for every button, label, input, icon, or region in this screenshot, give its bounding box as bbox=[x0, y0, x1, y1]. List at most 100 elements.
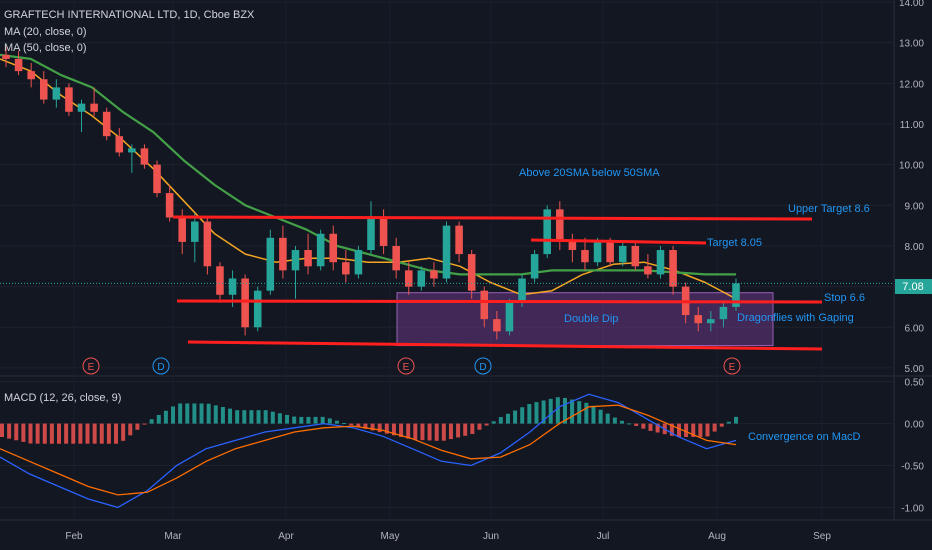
macd-histogram-bar bbox=[470, 423, 475, 434]
macd-histogram-bar bbox=[441, 423, 446, 441]
candle-body bbox=[178, 217, 186, 242]
macd-histogram-bar bbox=[356, 423, 361, 428]
macd-histogram-bar bbox=[463, 423, 468, 436]
candle-body bbox=[27, 71, 35, 80]
macd-tick-label: 0.50 bbox=[905, 378, 925, 389]
time-tick-label: Mar bbox=[164, 531, 182, 542]
macd-histogram-bar bbox=[669, 423, 674, 436]
price-tick-label: 8.00 bbox=[905, 242, 925, 253]
macd-histogram-bar bbox=[21, 423, 26, 442]
macd-histogram-bar bbox=[206, 403, 211, 424]
macd-histogram-bar bbox=[634, 423, 639, 427]
candle-body bbox=[65, 87, 73, 112]
event-marker-label: E bbox=[729, 362, 736, 373]
macd-histogram-bar bbox=[71, 423, 76, 444]
candle-body bbox=[52, 87, 61, 100]
candle-body bbox=[455, 225, 463, 255]
macd-histogram-bar bbox=[242, 410, 247, 424]
candle-body bbox=[77, 103, 86, 112]
macd-histogram-bar bbox=[698, 423, 703, 438]
macd-histogram-bar bbox=[491, 421, 496, 424]
macd-histogram-bar bbox=[619, 420, 624, 424]
macd-histogram-bar bbox=[64, 423, 69, 444]
candle-body bbox=[304, 250, 312, 267]
macd-histogram-bar bbox=[399, 423, 404, 437]
price-tick-label: 12.00 bbox=[899, 79, 924, 90]
last-price-tag: 7.08 bbox=[895, 279, 932, 294]
price-tick-label: 5.00 bbox=[905, 364, 925, 375]
macd-histogram-bar bbox=[99, 423, 104, 444]
macd-histogram-bar bbox=[199, 403, 204, 424]
macd-line bbox=[0, 393, 737, 509]
event-marker-label: E bbox=[403, 362, 410, 373]
candle-body bbox=[128, 148, 136, 153]
macd-histogram-bar bbox=[42, 423, 47, 444]
macd-histogram-bar bbox=[92, 423, 97, 444]
candle-body bbox=[115, 136, 124, 153]
target-annotation: Target 8.05 bbox=[707, 237, 762, 249]
candle-body bbox=[316, 233, 325, 267]
macd-histogram-bar bbox=[320, 416, 325, 424]
candle-body bbox=[2, 54, 10, 59]
time-tick-label: Aug bbox=[708, 531, 726, 542]
macd-legend: MACD (12, 26, close, 9) bbox=[4, 392, 121, 404]
macd-histogram-bar bbox=[171, 406, 176, 424]
candle-body bbox=[518, 278, 526, 303]
macd-histogram-bar bbox=[220, 406, 225, 424]
candle-body bbox=[417, 270, 426, 287]
candle-body bbox=[467, 254, 476, 291]
macd-histogram-bar bbox=[0, 423, 4, 438]
time-tick-label: Apr bbox=[278, 531, 294, 542]
price-tick-label: 9.00 bbox=[905, 201, 925, 212]
macd-histogram-bar bbox=[334, 420, 339, 424]
upper-target-line bbox=[172, 215, 813, 221]
dividend-marker bbox=[474, 357, 492, 375]
candle-body bbox=[379, 217, 388, 246]
macd-histogram-bar bbox=[726, 421, 731, 424]
candle-body bbox=[253, 290, 262, 328]
candle-body bbox=[694, 315, 703, 324]
earnings-marker bbox=[397, 357, 415, 375]
macd-histogram-bar bbox=[142, 423, 147, 425]
above-20sma-annotation: Above 20SMA below 50SMA bbox=[519, 167, 660, 179]
candle-body bbox=[90, 103, 98, 112]
macd-histogram-bar bbox=[477, 423, 482, 430]
candle-body bbox=[367, 217, 375, 251]
macd-histogram-bar bbox=[548, 398, 553, 424]
dragonflies-annotation: Dragonflies with Gaping bbox=[737, 312, 854, 324]
macd-histogram-bar bbox=[527, 403, 532, 424]
macd-histogram-bar bbox=[263, 410, 268, 424]
candle-body bbox=[39, 79, 48, 100]
macd-histogram-bar bbox=[349, 423, 354, 426]
candle-body bbox=[581, 250, 589, 263]
macd-histogram-bar bbox=[734, 416, 738, 424]
macd-histogram-bar bbox=[691, 423, 696, 438]
macd-histogram-bar bbox=[413, 423, 418, 440]
horizontal-levels bbox=[0, 215, 894, 351]
macd-histogram-bar bbox=[648, 423, 653, 431]
time-tick-label: Jul bbox=[597, 531, 610, 542]
lower-support-line bbox=[187, 340, 823, 351]
macd-histogram-bar bbox=[498, 417, 503, 424]
macd-histogram-bar bbox=[370, 423, 375, 431]
candle-body bbox=[354, 250, 363, 275]
candle-body bbox=[140, 148, 149, 165]
macd-histogram-bar bbox=[35, 423, 40, 444]
macd-histogram-bar bbox=[562, 397, 567, 424]
macd-histogram-bar bbox=[555, 397, 560, 424]
earnings-marker bbox=[82, 357, 100, 375]
time-tick-label: Feb bbox=[65, 531, 83, 542]
macd-histogram-bar bbox=[114, 423, 119, 444]
macd-histogram-bar bbox=[655, 423, 660, 433]
macd-histogram-bar bbox=[377, 423, 382, 433]
chart-title: GRAFTECH INTERNATIONAL LTD, 1D, Cboe BZX bbox=[4, 9, 255, 21]
macd-histogram-bar bbox=[163, 410, 168, 424]
macd-histogram-bar bbox=[285, 414, 290, 424]
signal-line bbox=[0, 404, 737, 496]
candle-body bbox=[556, 209, 564, 242]
macd-histogram-bar bbox=[391, 423, 396, 436]
macd-histogram-bar bbox=[570, 399, 575, 424]
macd-histogram-bar bbox=[78, 423, 83, 444]
